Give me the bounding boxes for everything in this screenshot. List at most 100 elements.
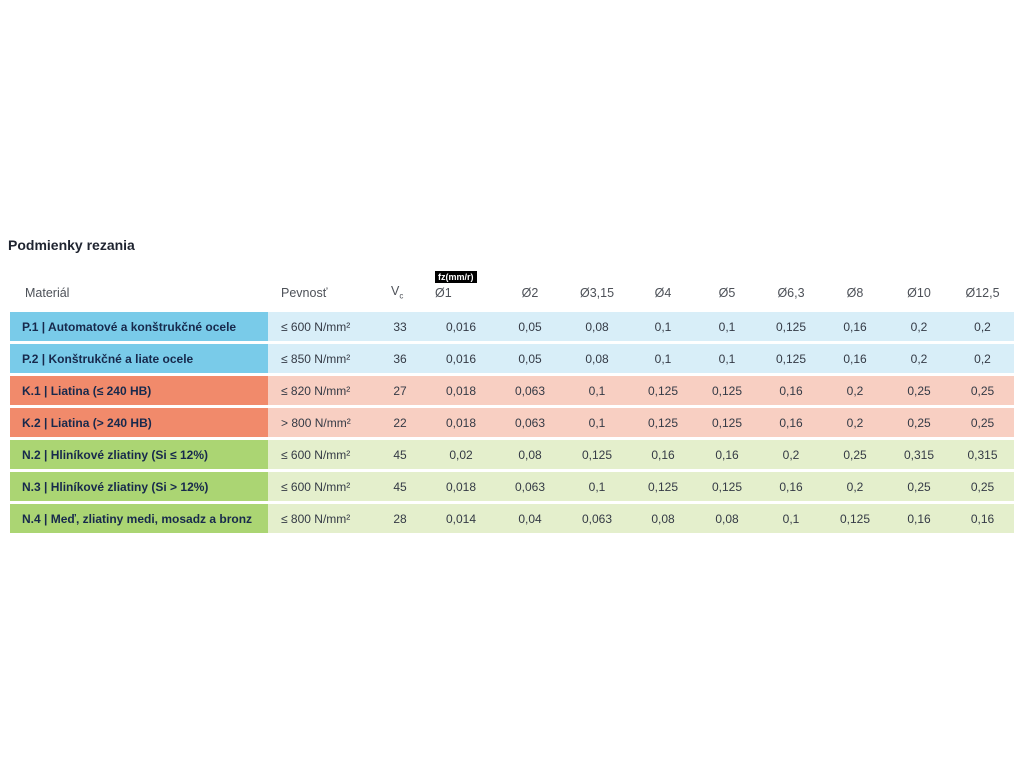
fz-value-cell: 0,315 [887,440,951,469]
fz-value-cell: 0,315 [951,440,1014,469]
cutting-conditions-section: Podmienky rezania Materiál Pevnosť Vc fz… [8,238,1016,536]
fz-value-cell: 0,16 [759,408,823,437]
cutting-conditions-table: Materiál Pevnosť Vc fz(mm/r) Ø1 Ø2 Ø3,15… [10,254,1014,536]
fz-value-cell: 0,125 [759,344,823,373]
fz-value-cell: 0,125 [631,408,695,437]
material-cell: K.2 | Liatina (> 240 HB) [10,408,268,437]
page-title: Podmienky rezania [8,237,135,253]
fz-value-cell: 0,25 [887,408,951,437]
fz-value-cell: 0,08 [563,344,631,373]
fz-value-cell: 0,25 [823,440,887,469]
fz-value-cell: 0,014 [425,504,497,533]
fz-unit-badge: fz(mm/r) [435,271,477,283]
fz-value-cell: 0,016 [425,344,497,373]
fz-value-cell: 0,1 [759,504,823,533]
fz-value-cell: 0,25 [951,408,1014,437]
strength-cell: ≤ 600 N/mm² [268,312,375,341]
table-row: N.2 | Hliníkové zliatiny (Si ≤ 12%) ≤ 60… [10,440,1014,469]
fz-value-cell: 0,1 [631,312,695,341]
strength-cell: ≤ 820 N/mm² [268,376,375,405]
material-cell: N.3 | Hliníkové zliatiny (Si > 12%) [10,472,268,501]
fz-value-cell: 0,063 [563,504,631,533]
fz-value-cell: 0,02 [425,440,497,469]
fz-value-cell: 0,125 [695,376,759,405]
material-cell: N.2 | Hliníkové zliatiny (Si ≤ 12%) [10,440,268,469]
fz-value-cell: 0,063 [497,376,563,405]
fz-value-cell: 0,04 [497,504,563,533]
material-cell: N.4 | Meď, zliatiny medi, mosadz a bronz [10,504,268,533]
table-body: P.1 | Automatové a konštrukčné ocele ≤ 6… [10,312,1014,533]
table-row: K.2 | Liatina (> 240 HB) > 800 N/mm² 22 … [10,408,1014,437]
fz-value-cell: 0,063 [497,472,563,501]
fz-value-cell: 0,16 [631,440,695,469]
fz-value-cell: 0,16 [759,376,823,405]
fz-value-cell: 0,018 [425,472,497,501]
column-header-diameter-4: Ø4 [654,286,672,300]
fz-value-cell: 0,25 [951,472,1014,501]
fz-value-cell: 0,018 [425,376,497,405]
vc-cell: 36 [375,344,425,373]
column-header-diameter-2: Ø2 [521,286,539,300]
fz-value-cell: 0,1 [631,344,695,373]
fz-value-cell: 0,16 [695,440,759,469]
column-header-material: Materiál [25,286,70,300]
fz-value-cell: 0,125 [631,472,695,501]
table-row: K.1 | Liatina (≤ 240 HB) ≤ 820 N/mm² 27 … [10,376,1014,405]
fz-value-cell: 0,08 [631,504,695,533]
fz-value-cell: 0,16 [823,344,887,373]
table-header: Materiál Pevnosť Vc fz(mm/r) Ø1 Ø2 Ø3,15… [10,257,1014,309]
vc-cell: 45 [375,440,425,469]
fz-value-cell: 0,16 [823,312,887,341]
material-cell: K.1 | Liatina (≤ 240 HB) [10,376,268,405]
column-header-strength: Pevnosť [281,286,328,300]
fz-value-cell: 0,16 [951,504,1014,533]
vc-cell: 27 [375,376,425,405]
fz-value-cell: 0,125 [823,504,887,533]
column-header-diameter-3: Ø3,15 [579,286,615,300]
fz-value-cell: 0,2 [823,472,887,501]
column-header-diameter-1: fz(mm/r) Ø1 [425,257,497,309]
vc-subscript: c [399,291,404,300]
fz-value-cell: 0,1 [563,376,631,405]
fz-value-cell: 0,016 [425,312,497,341]
strength-cell: ≤ 600 N/mm² [268,472,375,501]
fz-value-cell: 0,05 [497,344,563,373]
fz-value-cell: 0,125 [695,408,759,437]
fz-value-cell: 0,1 [695,312,759,341]
material-cell: P.1 | Automatové a konštrukčné ocele [10,312,268,341]
strength-cell: ≤ 600 N/mm² [268,440,375,469]
fz-value-cell: 0,125 [563,440,631,469]
fz-value-cell: 0,1 [563,408,631,437]
column-header-diameter-6: Ø6,3 [777,286,805,300]
column-header-diameter-7: Ø8 [846,286,864,300]
vc-cell: 45 [375,472,425,501]
fz-value-cell: 0,2 [887,312,951,341]
fz-value-cell: 0,018 [425,408,497,437]
fz-value-cell: 0,05 [497,312,563,341]
table-row: P.2 | Konštrukčné a liate ocele ≤ 850 N/… [10,344,1014,373]
fz-value-cell: 0,125 [759,312,823,341]
fz-value-cell: 0,16 [759,472,823,501]
fz-value-cell: 0,2 [759,440,823,469]
fz-value-cell: 0,2 [887,344,951,373]
fz-value-cell: 0,125 [631,376,695,405]
fz-value-cell: 0,1 [563,472,631,501]
fz-value-cell: 0,2 [823,376,887,405]
fz-value-cell: 0,2 [951,344,1014,373]
vc-cell: 22 [375,408,425,437]
table-row: N.4 | Meď, zliatiny medi, mosadz a bronz… [10,504,1014,533]
column-header-diameter-5: Ø5 [718,286,736,300]
strength-cell: > 800 N/mm² [268,408,375,437]
vc-symbol: V [391,283,400,298]
fz-value-cell: 0,2 [823,408,887,437]
fz-value-cell: 0,125 [695,472,759,501]
fz-value-cell: 0,08 [563,312,631,341]
strength-cell: ≤ 800 N/mm² [268,504,375,533]
fz-value-cell: 0,2 [951,312,1014,341]
fz-value-cell: 0,25 [887,376,951,405]
strength-cell: ≤ 850 N/mm² [268,344,375,373]
fz-value-cell: 0,1 [695,344,759,373]
column-header-vc: Vc [375,257,425,309]
fz-value-cell: 0,16 [887,504,951,533]
vc-cell: 33 [375,312,425,341]
